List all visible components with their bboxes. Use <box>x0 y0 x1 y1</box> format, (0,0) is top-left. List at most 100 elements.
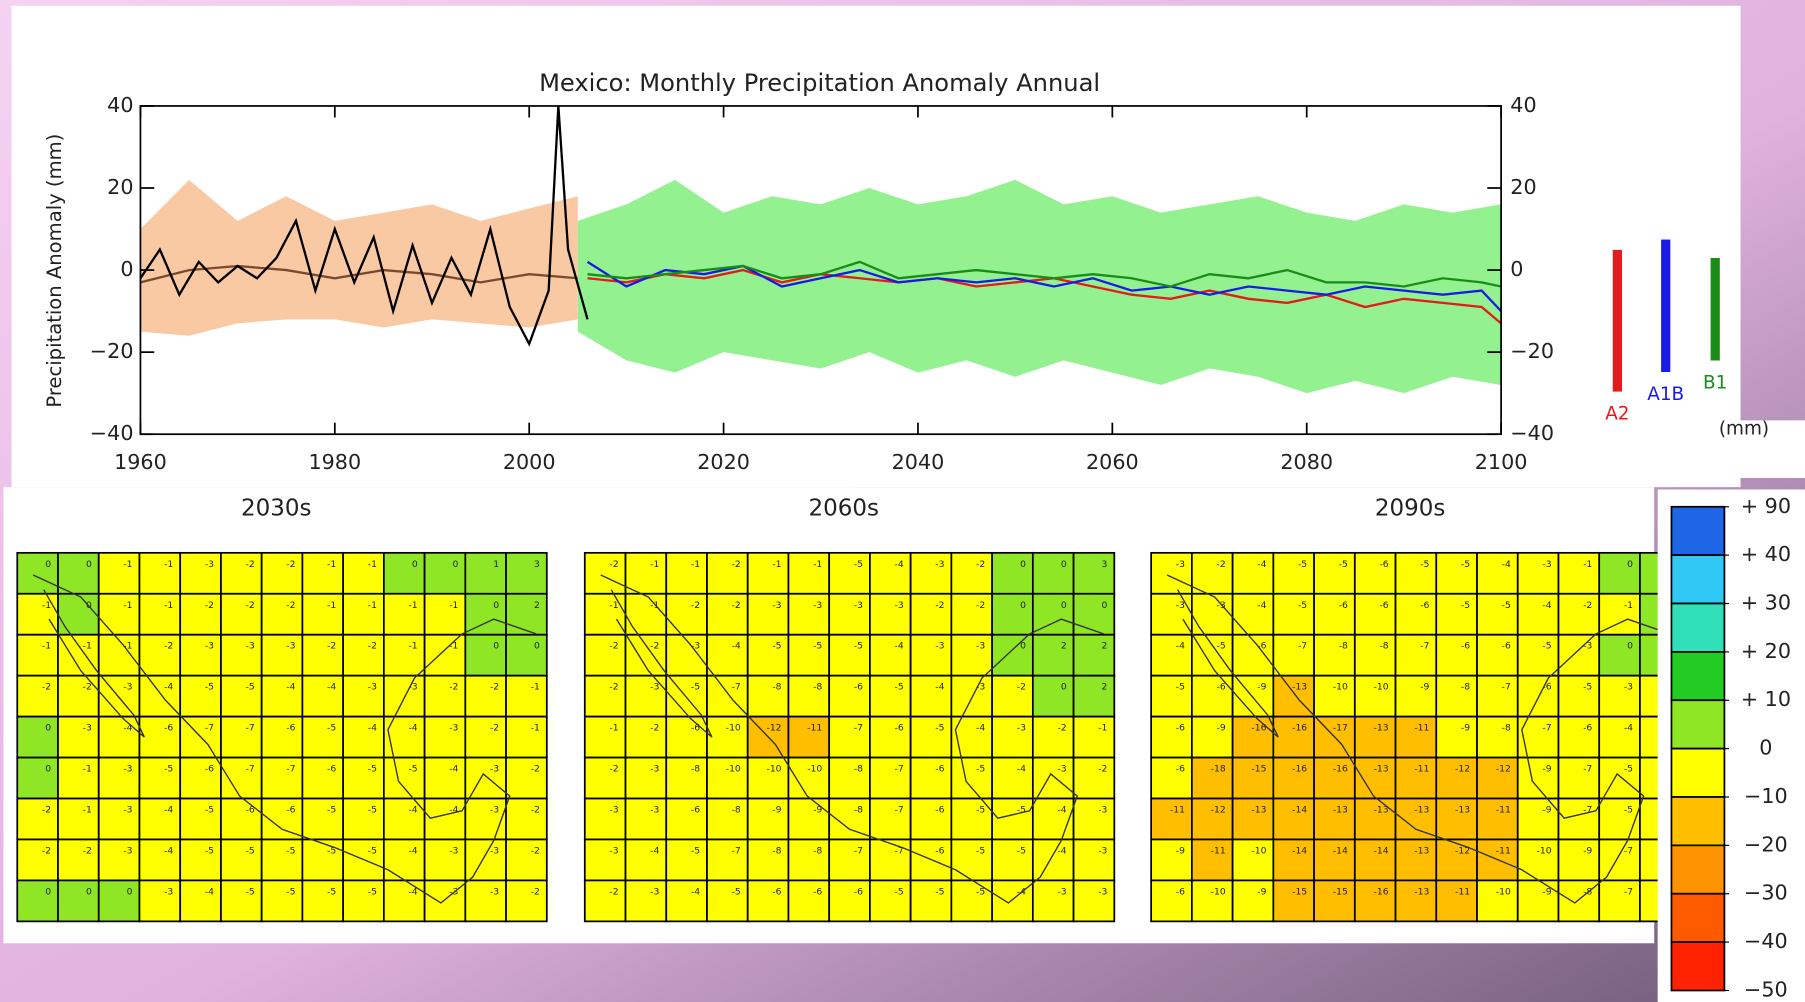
grid-cell <box>1394 633 1438 677</box>
cell-value: -4 <box>409 886 418 897</box>
grid-cell <box>1031 592 1075 636</box>
cell-value: -5 <box>732 886 741 897</box>
y-tick-label: −20 <box>90 339 134 363</box>
grid-cell <box>1353 592 1397 636</box>
grid-cell <box>1191 715 1234 759</box>
grid-cell <box>1435 551 1478 595</box>
grid-cell <box>423 551 467 595</box>
grid-cell <box>1272 756 1315 800</box>
grid-cell <box>1031 633 1075 677</box>
cell-value: -1 <box>531 682 540 693</box>
cell-value: -3 <box>976 682 985 693</box>
cell-value: -1 <box>772 559 781 570</box>
cell-value: -4 <box>732 641 741 652</box>
grid-cell <box>746 551 790 595</box>
cell-value: -1 <box>609 723 618 734</box>
grid-cell <box>950 633 993 677</box>
cell-value: -2 <box>732 559 741 570</box>
x-tick-label: 1980 <box>308 450 361 474</box>
cell-value: -6 <box>1502 641 1511 652</box>
cell-value: 1 <box>493 559 499 570</box>
legend-label: A2 <box>1605 404 1629 425</box>
cell-value: -3 <box>409 682 418 693</box>
grid-cell <box>1072 674 1116 718</box>
coastline <box>600 574 1104 904</box>
cell-value: -3 <box>650 805 659 816</box>
grid-cell <box>1435 633 1478 677</box>
grid-cell <box>746 797 790 841</box>
grid-cell <box>950 674 993 718</box>
y2-tick-label: 40 <box>1510 93 1536 117</box>
cell-value: -1 <box>327 559 336 570</box>
grid-cell <box>505 715 548 759</box>
grid-cell <box>950 592 993 636</box>
grid-cell <box>505 592 548 636</box>
grid-cell <box>1150 592 1193 636</box>
cell-value: -4 <box>1017 764 1026 775</box>
cell-value: -4 <box>1057 845 1066 856</box>
grid-cell <box>505 633 548 677</box>
colorbar-segment <box>1670 602 1726 653</box>
grid-cell <box>1557 879 1601 923</box>
cell-value: -10 <box>766 764 781 775</box>
cell-value: -5 <box>1542 641 1551 652</box>
cell-value: -7 <box>895 805 904 816</box>
grid-cell <box>991 633 1034 677</box>
cell-value: -5 <box>691 845 700 856</box>
cell-value: -5 <box>164 764 173 775</box>
grid-cell <box>260 879 304 923</box>
cell-value: -6 <box>1461 641 1470 652</box>
x-tick-label: 1960 <box>114 450 167 474</box>
grid-cell <box>423 633 467 677</box>
cell-value: -5 <box>935 886 944 897</box>
colorbar-label: + 10 <box>1741 687 1791 711</box>
cell-value: -5 <box>976 845 985 856</box>
y-tick-label: 20 <box>107 175 133 199</box>
cell-value: -1 <box>83 764 92 775</box>
cell-value: 0 <box>1627 559 1633 570</box>
cell-value: -9 <box>1583 845 1592 856</box>
cell-value: -10 <box>1251 845 1266 856</box>
cell-value: -2 <box>609 641 618 652</box>
grid-cell <box>16 674 59 718</box>
grid-cell <box>220 797 263 841</box>
grid-cell <box>1313 633 1356 677</box>
cell-value: -8 <box>1461 682 1470 693</box>
cell-value: -16 <box>1374 886 1389 897</box>
cell-value: -4 <box>691 886 700 897</box>
cell-value: -2 <box>449 682 458 693</box>
cell-value: -5 <box>935 723 944 734</box>
grid-cell <box>909 592 953 636</box>
coastline <box>1177 589 1279 738</box>
cell-value: 0 <box>493 600 499 611</box>
cell-value: -10 <box>726 723 741 734</box>
cell-value: 3 <box>534 559 540 570</box>
cell-value: -10 <box>1333 682 1348 693</box>
grid-cell <box>1557 756 1601 800</box>
cell-value: -8 <box>1339 641 1348 652</box>
grid-cell <box>706 838 749 882</box>
cell-value: -1 <box>164 600 173 611</box>
cell-value: -3 <box>205 559 214 570</box>
grid-cell <box>1435 756 1478 800</box>
cell-value: 0 <box>493 641 499 652</box>
grid-cell <box>583 797 627 841</box>
cell-value: -5 <box>691 682 700 693</box>
cell-value: -2 <box>42 805 51 816</box>
grid-cell <box>1516 838 1560 882</box>
grid-cell <box>1598 633 1641 677</box>
cell-value: -16 <box>1292 764 1307 775</box>
cell-value: -7 <box>895 764 904 775</box>
colorbar-segment <box>1670 651 1726 702</box>
grid-cell <box>1435 715 1478 759</box>
grid-cell <box>342 674 385 718</box>
grid-cell <box>16 633 59 677</box>
x-tick-label: 2060 <box>1086 450 1139 474</box>
grid-cell <box>423 756 467 800</box>
grid-cell <box>1313 592 1356 636</box>
cell-value: -13 <box>1292 682 1307 693</box>
grid-cell <box>1394 756 1438 800</box>
cell-value: -7 <box>1542 723 1551 734</box>
cell-value: -1 <box>449 641 458 652</box>
grid-cell <box>57 756 100 800</box>
